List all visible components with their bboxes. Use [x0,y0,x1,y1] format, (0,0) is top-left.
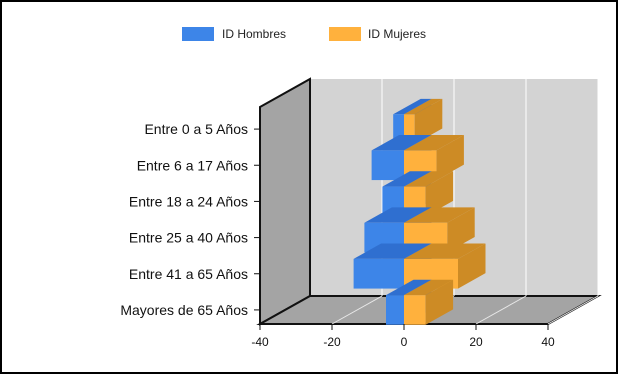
x-tick-label: -40 [251,335,269,349]
bar-mujeres-2-top [404,171,454,187]
bar-mujeres-3-top [404,207,475,223]
category-label: Entre 0 a 5 Años [144,121,248,137]
floor-gridline [547,295,599,325]
legend-label-mujeres: ID Mujeres [368,27,426,41]
x-tick-label: 40 [541,335,555,349]
category-label: Mayores de 65 Años [120,302,248,318]
category-label: Entre 25 a 40 Años [129,230,248,246]
legend-swatch-hombres [182,27,214,41]
bar-mujeres-4-side [458,243,486,289]
bar-hombres-2-top [382,171,432,187]
bar-mujeres-5-side [425,279,454,325]
x-tick-label: -20 [323,335,341,349]
bar-hombres-1 [371,150,404,181]
bar-mujeres-1-side [436,135,464,181]
bar-mujeres-0-side [414,98,443,144]
bar-hombres-5-top [386,279,432,296]
legend-swatch-mujeres [329,27,361,41]
bar-mujeres-0-top [404,98,443,115]
bar-mujeres-3-side [447,207,475,253]
legend-label-hombres: ID Hombres [222,27,286,41]
plot-area: Entre 0 a 5 Años Entre 6 a 17 Años Entre 1… [120,77,602,349]
bar-mujeres-4-top [404,243,486,259]
bar-hombres-4-top [353,243,432,259]
bar-mujeres-0 [404,114,415,144]
bar-hombres-0 [393,114,404,144]
bar-hombres-1-top [371,135,432,151]
bar-mujeres-1-top [404,135,464,151]
bar-mujeres-2-side [425,171,454,217]
floor-gridline [475,295,527,325]
category-label: Entre 6 a 17 Años [137,157,248,173]
bar-hombres-0-top [393,98,432,115]
category-label: Entre 18 a 24 Años [129,193,248,209]
x-tick-label: 0 [401,335,408,349]
bar-hombres-5 [386,295,404,325]
bar-hombres-3-top [364,207,432,223]
x-tick-label: 20 [469,335,483,349]
legend: ID Hombres ID Mujeres [182,27,426,41]
bar-mujeres-5 [404,295,426,325]
floor-gridline [331,295,383,325]
category-label: Entre 41 a 65 Años [129,266,248,282]
bar-mujeres-5-top [404,279,454,296]
bar-hombres-4 [353,258,404,289]
side-wall [259,77,311,326]
